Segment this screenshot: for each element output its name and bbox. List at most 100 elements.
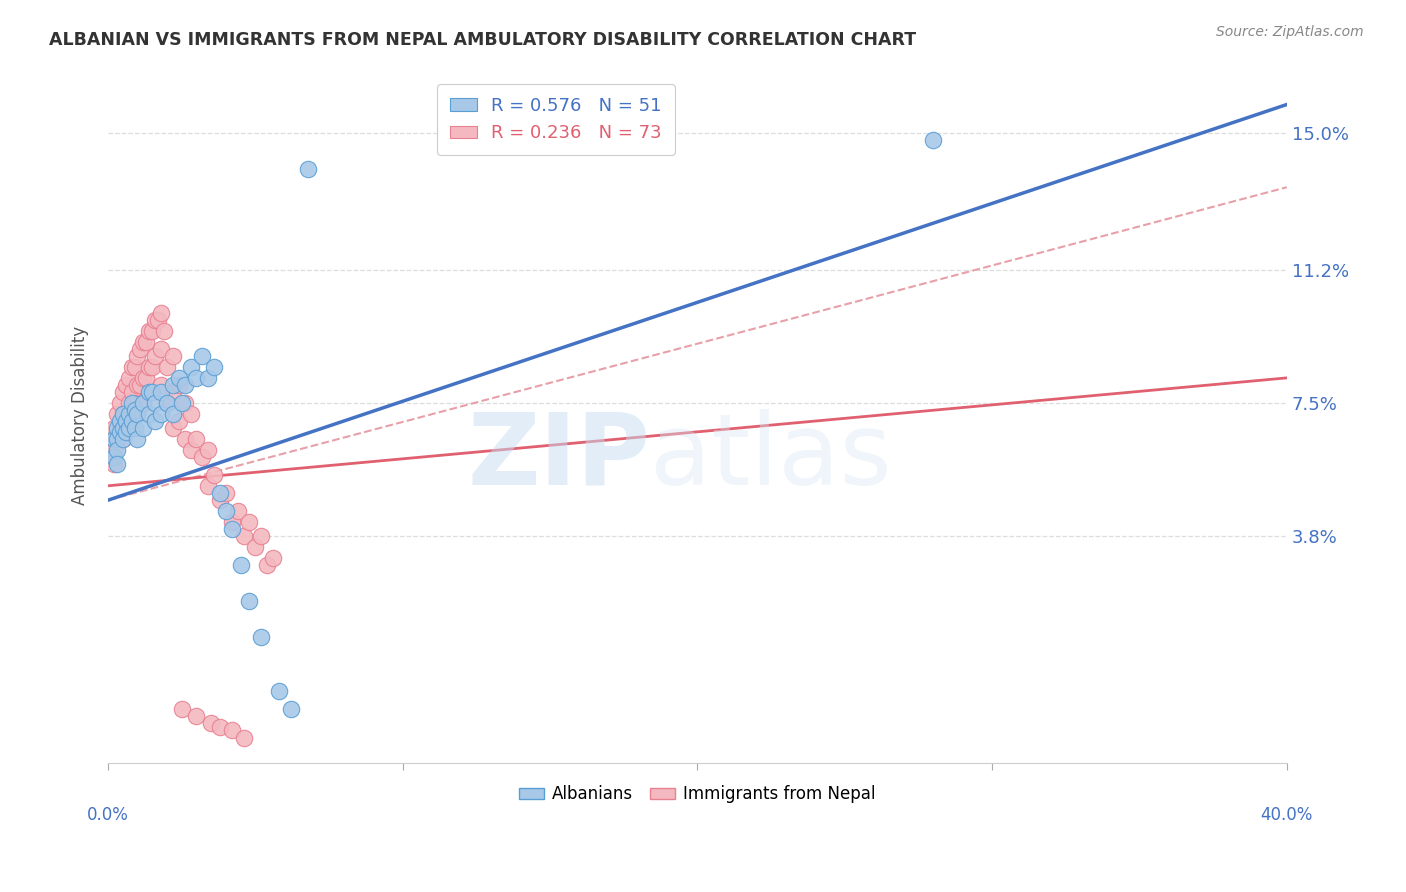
Point bbox=[267, 683, 290, 698]
Point bbox=[117, 421, 139, 435]
Text: 40.0%: 40.0% bbox=[1261, 806, 1313, 824]
Point bbox=[173, 432, 195, 446]
Point bbox=[238, 594, 260, 608]
Point bbox=[232, 731, 254, 745]
Point bbox=[221, 522, 243, 536]
Point bbox=[179, 442, 201, 457]
Point bbox=[114, 407, 136, 421]
Point bbox=[103, 432, 125, 446]
Point bbox=[162, 407, 184, 421]
Point bbox=[105, 442, 128, 457]
Point bbox=[170, 702, 193, 716]
Point bbox=[132, 396, 155, 410]
Point bbox=[143, 349, 166, 363]
Point bbox=[117, 371, 139, 385]
Point bbox=[229, 558, 252, 572]
Point bbox=[143, 414, 166, 428]
Point bbox=[117, 421, 139, 435]
Point bbox=[132, 334, 155, 349]
Point bbox=[105, 457, 128, 471]
Y-axis label: Ambulatory Disability: Ambulatory Disability bbox=[72, 326, 89, 505]
Point bbox=[146, 313, 169, 327]
Point bbox=[153, 324, 176, 338]
Point bbox=[256, 558, 278, 572]
Point bbox=[108, 421, 131, 435]
Point bbox=[103, 457, 125, 471]
Point bbox=[202, 360, 225, 375]
Text: 0.0%: 0.0% bbox=[87, 806, 129, 824]
Point bbox=[111, 432, 134, 446]
Point bbox=[111, 407, 134, 421]
Point bbox=[105, 432, 128, 446]
Point bbox=[922, 133, 945, 147]
Point bbox=[114, 414, 136, 428]
Text: atlas: atlas bbox=[650, 409, 891, 506]
Point bbox=[179, 360, 201, 375]
Point bbox=[226, 504, 249, 518]
Point bbox=[108, 414, 131, 428]
Point bbox=[173, 396, 195, 410]
Point bbox=[141, 324, 163, 338]
Point bbox=[124, 360, 146, 375]
Point bbox=[127, 407, 149, 421]
Point bbox=[127, 407, 149, 421]
Point bbox=[121, 414, 143, 428]
Point bbox=[138, 385, 160, 400]
Point bbox=[162, 349, 184, 363]
Point bbox=[250, 529, 273, 543]
Point bbox=[138, 324, 160, 338]
Point bbox=[143, 396, 166, 410]
Point bbox=[103, 442, 125, 457]
Point bbox=[121, 385, 143, 400]
Point bbox=[215, 504, 238, 518]
Point bbox=[124, 421, 146, 435]
Point bbox=[162, 385, 184, 400]
Point bbox=[132, 396, 155, 410]
Point bbox=[143, 313, 166, 327]
Point bbox=[132, 421, 155, 435]
Point bbox=[208, 493, 231, 508]
Point bbox=[127, 432, 149, 446]
Point bbox=[167, 371, 190, 385]
Point bbox=[238, 515, 260, 529]
Point bbox=[215, 486, 238, 500]
Point bbox=[138, 407, 160, 421]
Point bbox=[135, 371, 157, 385]
Point bbox=[197, 479, 219, 493]
Point bbox=[150, 378, 173, 392]
Point bbox=[162, 421, 184, 435]
Point bbox=[186, 432, 208, 446]
Point bbox=[129, 342, 152, 356]
Point bbox=[179, 407, 201, 421]
Point bbox=[124, 396, 146, 410]
Point bbox=[105, 432, 128, 446]
Point bbox=[111, 407, 134, 421]
Point bbox=[111, 421, 134, 435]
Point bbox=[197, 371, 219, 385]
Point bbox=[135, 334, 157, 349]
Point bbox=[114, 378, 136, 392]
Point bbox=[191, 450, 214, 464]
Point bbox=[167, 414, 190, 428]
Point bbox=[156, 396, 179, 410]
Point bbox=[132, 371, 155, 385]
Point bbox=[197, 442, 219, 457]
Point bbox=[105, 407, 128, 421]
Point bbox=[232, 529, 254, 543]
Point bbox=[156, 360, 179, 375]
Point bbox=[191, 349, 214, 363]
Point bbox=[108, 425, 131, 439]
Point bbox=[262, 550, 284, 565]
Point bbox=[138, 360, 160, 375]
Point bbox=[108, 396, 131, 410]
Point bbox=[200, 716, 222, 731]
Point bbox=[162, 378, 184, 392]
Point bbox=[186, 371, 208, 385]
Point bbox=[111, 385, 134, 400]
Point bbox=[202, 468, 225, 483]
Point bbox=[121, 360, 143, 375]
Point bbox=[103, 421, 125, 435]
Point bbox=[111, 432, 134, 446]
Point bbox=[170, 396, 193, 410]
Point bbox=[121, 414, 143, 428]
